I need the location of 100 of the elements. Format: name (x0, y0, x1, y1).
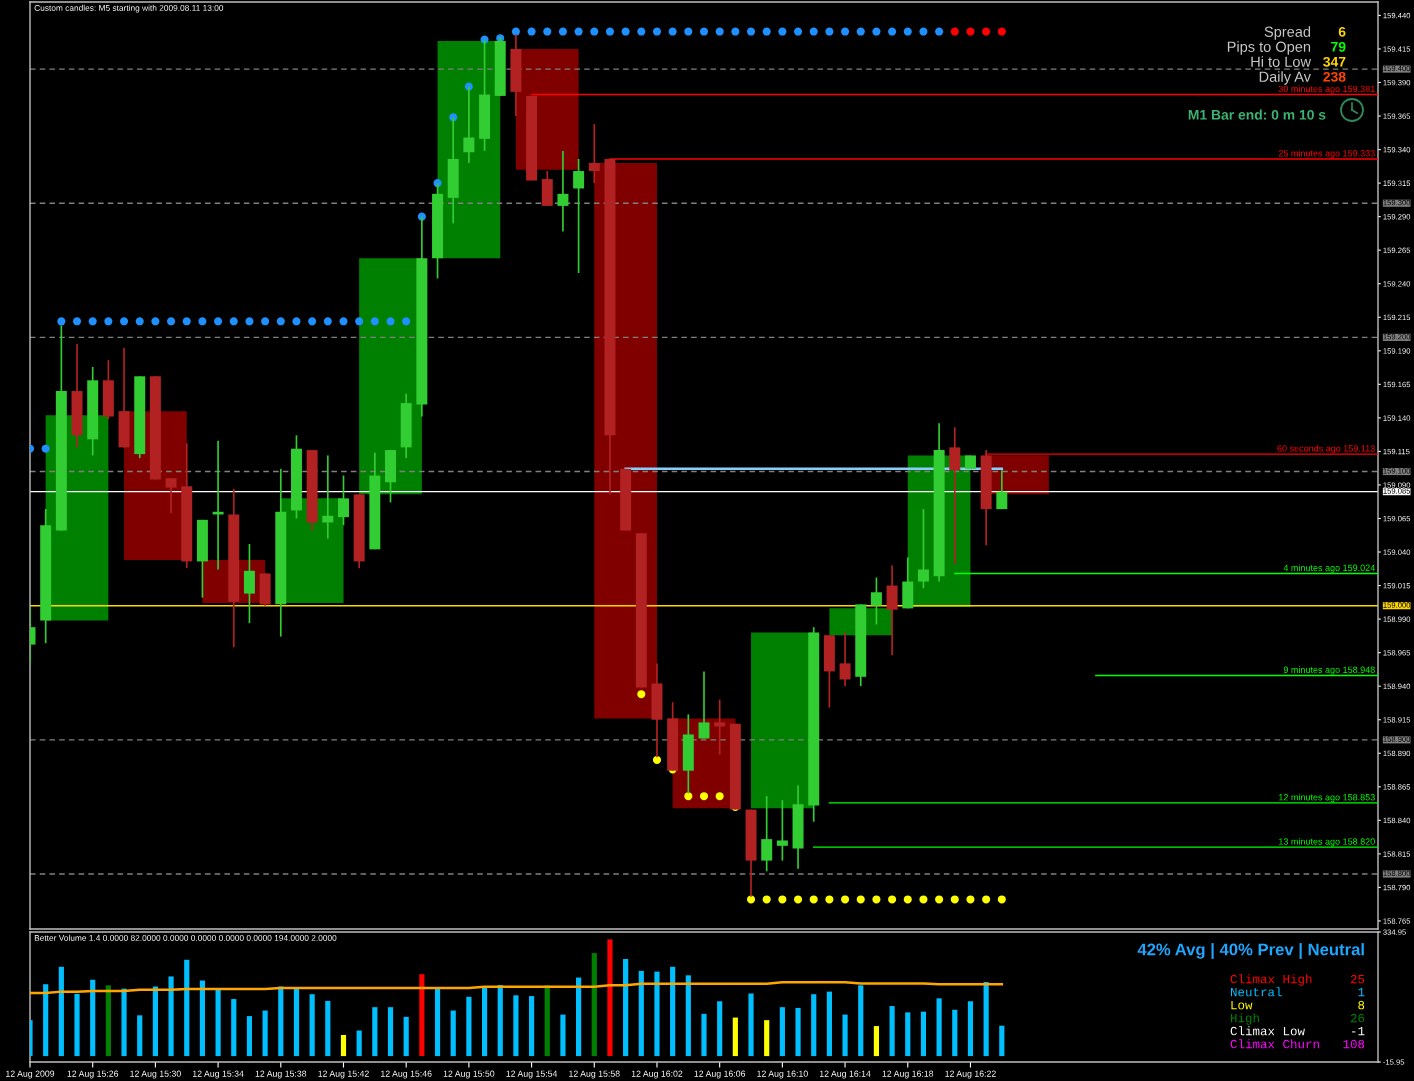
x-tick-label: 12 Aug 15:26 (67, 1070, 119, 1079)
point (135, 317, 144, 326)
point (590, 27, 599, 36)
x-tick-label: 12 Aug 15:34 (192, 1070, 244, 1079)
bar (576, 977, 582, 1057)
bar (936, 998, 942, 1057)
x-tick-label: 12 Aug 15:58 (569, 1070, 620, 1079)
point (684, 792, 693, 801)
x-tick-label: 12 Aug 16:22 (945, 1070, 996, 1079)
x-tick-label: 12 Aug 16:06 (694, 1070, 746, 1079)
point (104, 317, 113, 326)
point (339, 317, 348, 326)
bar (858, 985, 864, 1057)
series-label: 9 minutes ago 158.948 (1283, 666, 1375, 675)
bar (826, 991, 832, 1057)
bar (654, 971, 660, 1057)
annotation: 79 (1331, 41, 1346, 52)
series-label: 60 seconds ago 159.113 (1277, 444, 1375, 454)
point (794, 895, 803, 904)
x-tick-label: 12 Aug 15:50 (443, 1070, 495, 1079)
point (809, 27, 818, 36)
text: High (1230, 1013, 1259, 1025)
point (778, 27, 787, 36)
point (746, 27, 756, 36)
bar (90, 979, 96, 1057)
point (88, 317, 97, 326)
candlestick (165, 477, 177, 514)
point (652, 755, 662, 765)
annotation: 26 (1350, 1013, 1365, 1023)
point (684, 27, 693, 36)
annotation: Daily Av (1259, 71, 1311, 85)
point (699, 27, 709, 36)
text: Climax High (1230, 974, 1312, 986)
bar (591, 953, 597, 1057)
candlestick (463, 85, 475, 164)
point (872, 27, 881, 36)
annotation: 108 (1343, 1039, 1365, 1049)
point (323, 317, 332, 326)
x-tick-label: 12 Aug 16:18 (882, 1070, 934, 1079)
bar (795, 1007, 801, 1057)
point (903, 27, 912, 36)
point (511, 27, 520, 36)
annotation: Hi to Low (1251, 56, 1312, 67)
point (825, 27, 834, 36)
point (652, 27, 662, 36)
bar (717, 1001, 723, 1057)
candlestick (588, 123, 600, 184)
bar (387, 1007, 394, 1057)
candlestick (949, 426, 961, 565)
x-tick-label: 12 Aug 2009 (6, 1070, 55, 1079)
text: Neutral (1230, 987, 1282, 997)
bar (246, 1016, 253, 1057)
bar (434, 988, 441, 1057)
candlestick (776, 799, 788, 862)
point (762, 895, 771, 904)
bar (873, 1026, 879, 1057)
bar (983, 982, 989, 1057)
bar (607, 939, 613, 1057)
candlestick (338, 474, 349, 527)
chart-title: Better Volume 1.4 0.0000 82.0000 0.0000 0.0000 0.0000 0.0000 194.0000 2.0000 (34, 934, 337, 941)
point (355, 317, 364, 326)
text: Low (1231, 1001, 1253, 1010)
bar (278, 986, 284, 1057)
point (214, 317, 223, 326)
point (731, 27, 740, 36)
bar (481, 986, 488, 1057)
point (637, 27, 646, 36)
bar (811, 994, 817, 1057)
annotation: Spread (1264, 26, 1311, 40)
point (151, 317, 160, 326)
annotation: 42% Avg | 40% Prev | Neutral (1137, 943, 1364, 959)
bar (340, 1034, 347, 1057)
bar (513, 995, 519, 1057)
point (261, 317, 270, 326)
legend-label: Climax Low (1230, 1026, 1305, 1036)
point (950, 895, 959, 904)
point (543, 27, 552, 36)
bar (325, 1000, 331, 1057)
legend-label: Climax Churn (1230, 1039, 1319, 1049)
point (699, 792, 709, 801)
bar (152, 986, 158, 1057)
bar (372, 1007, 378, 1057)
point (762, 27, 771, 36)
bar (999, 1025, 1005, 1057)
bar (544, 985, 550, 1057)
point (825, 895, 834, 904)
point (292, 317, 301, 326)
x-tick-label: 12 Aug 15:30 (130, 1070, 181, 1079)
bar (58, 966, 64, 1057)
point (558, 27, 567, 36)
point (841, 895, 850, 904)
candlestick (917, 508, 929, 590)
annotation: 8 (1358, 1000, 1365, 1010)
bar (764, 1020, 770, 1057)
candlestick (996, 469, 1008, 510)
line-series (30, 981, 1004, 995)
series-label: 4 minutes ago 159.024 (1283, 564, 1375, 573)
point (856, 27, 865, 36)
point (903, 895, 912, 904)
bar (184, 959, 190, 1057)
